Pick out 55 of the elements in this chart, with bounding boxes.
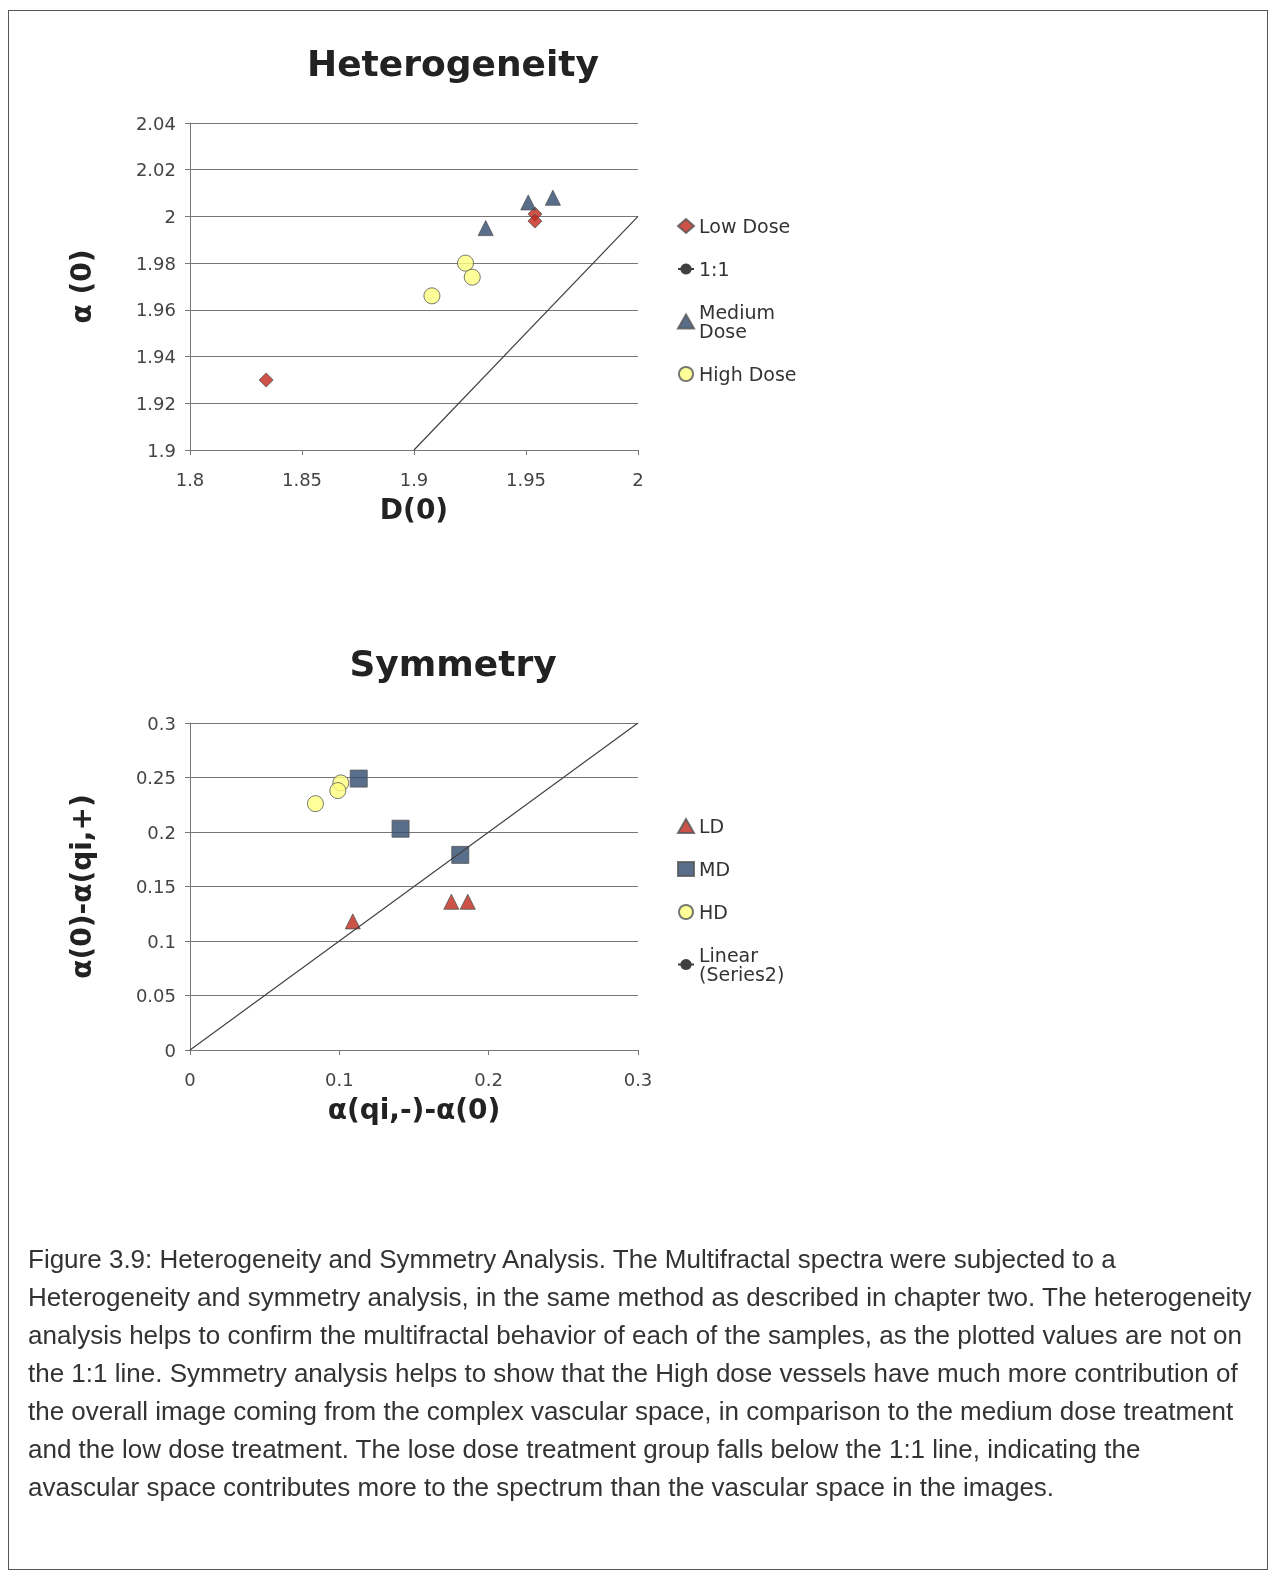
y-tick-label: 0 — [164, 1039, 176, 1061]
y-tick-label: 1.98 — [135, 252, 176, 274]
y-tick-label: 2.02 — [135, 159, 176, 181]
y-tick-label: 2.04 — [135, 112, 176, 134]
legend-label: LD — [699, 815, 725, 837]
y-tick-label: 2 — [164, 205, 176, 227]
y-tick-label: 1.94 — [135, 346, 176, 368]
point — [344, 913, 361, 930]
point — [463, 268, 481, 286]
point — [527, 213, 543, 229]
x-tick-label: 1.9 — [399, 468, 429, 490]
point — [329, 782, 347, 800]
point — [520, 194, 537, 211]
legend-label: HD — [699, 901, 728, 923]
x-tick-label: 0.1 — [325, 1068, 354, 1090]
x-tick-label: 0 — [184, 1068, 196, 1090]
point — [443, 893, 460, 910]
point — [258, 372, 274, 388]
legend-label: Medium Dose — [699, 301, 782, 342]
legend-label: Low Dose — [699, 215, 791, 237]
y-axis-title: α(0)-α(qi,+) — [64, 794, 98, 979]
y-tick-label: 0.25 — [135, 767, 176, 788]
x-axis-title: D(0) — [379, 492, 449, 526]
legend-label: 1:1 — [699, 258, 730, 280]
x-tick-label: 1.8 — [175, 468, 205, 490]
y-tick-label: 0.3 — [147, 712, 176, 734]
point — [391, 819, 410, 838]
y-tick-label: 1.92 — [135, 392, 176, 414]
y-tick-label: 0.2 — [147, 821, 176, 843]
chart-title: Symmetry — [349, 642, 557, 684]
y-tick-label: 1.96 — [135, 299, 176, 321]
y-tick-label: 0.15 — [135, 876, 176, 897]
legend-label: Linear (Series2) — [699, 944, 785, 985]
x-tick-label: 0.2 — [474, 1068, 503, 1090]
x-tick-label: 1.85 — [281, 468, 323, 490]
legend-label: MD — [699, 858, 731, 880]
y-tick-label: 0.05 — [135, 985, 176, 1006]
point — [306, 795, 324, 813]
chart-title: Heterogeneity — [307, 42, 599, 84]
y-axis-title: α (0) — [64, 249, 98, 324]
point — [423, 287, 441, 305]
caption: Figure 3.9: Heterogeneity and Symmetry Analysis. The Multifractal spectra were subjected to a Heterogeneity and symmetry analysis, in the same method as described in chapter two. The heterogeneity analysis helps to confirm the multifractal behavior of each of the samples, as the plotted values are not on the 1:1 line. Symmetry analysis helps to show that the High dose vessels have much more contribution of the overall image coming from the complex vascular space, in comparison to the medium dose treatment and the low dose treatment. The lose dose treatment group falls below the 1:1 line, indicating the avascular space contributes more to the spectrum than the vascular space in the images. — [28, 1243, 1253, 1504]
legend-label: High Dose — [699, 363, 797, 385]
point — [451, 845, 470, 864]
y-tick-label: 0.1 — [147, 930, 176, 952]
x-tick-label: 0.3 — [623, 1068, 653, 1090]
y-tick-label: 1.9 — [147, 439, 176, 461]
point — [349, 769, 368, 788]
point — [477, 220, 494, 237]
point — [544, 189, 561, 206]
x-tick-label: 2 — [632, 468, 644, 490]
point — [459, 893, 476, 910]
x-axis-title: α(qi,-)-α(0) — [327, 1092, 501, 1126]
x-tick-label: 1.95 — [505, 468, 547, 490]
point — [457, 254, 475, 272]
